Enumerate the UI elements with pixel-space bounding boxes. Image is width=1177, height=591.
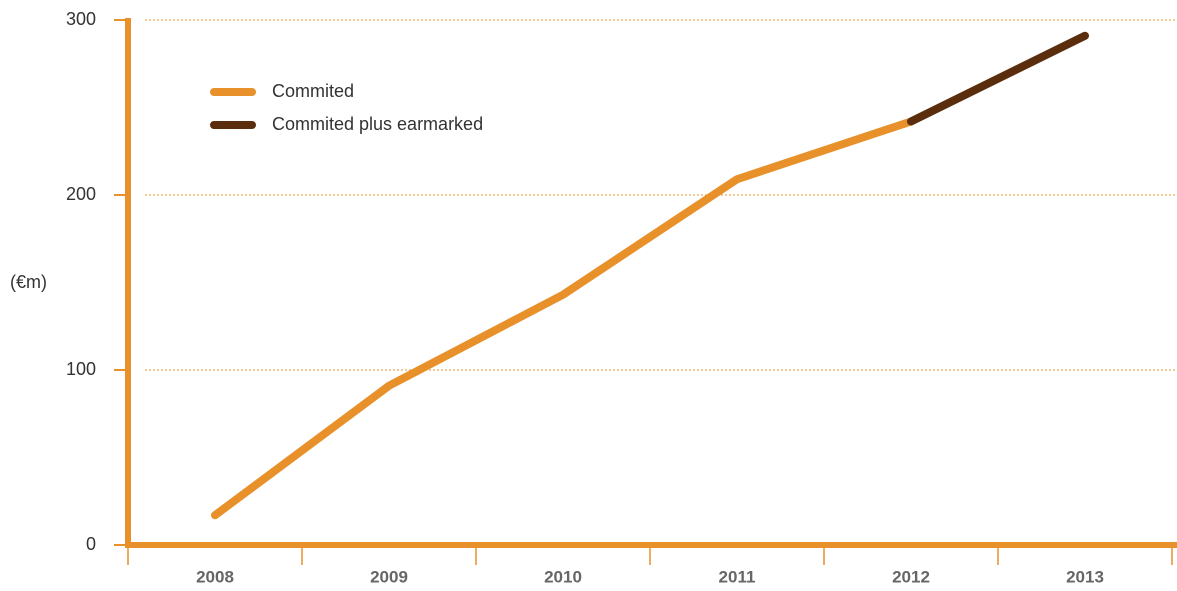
y-tick-label: 0 <box>86 534 96 554</box>
x-tick-label: 2012 <box>892 567 930 586</box>
y-tick-label: 300 <box>66 9 96 29</box>
x-tick-label: 2013 <box>1066 567 1104 586</box>
legend-label: Commited <box>272 81 354 101</box>
series-line <box>211 117 915 520</box>
y-axis-label: (€m) <box>10 272 47 292</box>
x-tick-label: 2009 <box>370 567 408 586</box>
y-tick-label: 100 <box>66 359 96 379</box>
x-tick-label: 2011 <box>719 567 756 586</box>
series-line <box>907 31 1089 126</box>
y-tick-label: 200 <box>66 184 96 204</box>
x-tick-label: 2008 <box>196 567 234 586</box>
x-tick-label: 2010 <box>544 567 582 586</box>
legend-label: Commited plus earmarked <box>272 114 483 134</box>
